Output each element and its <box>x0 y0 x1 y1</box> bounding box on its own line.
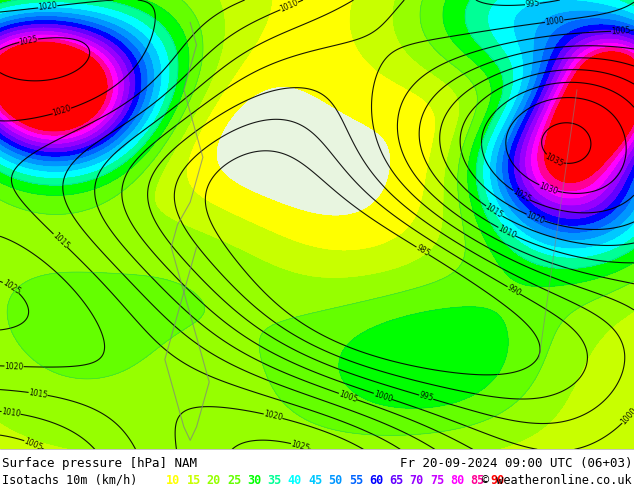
Text: 1015: 1015 <box>50 231 70 250</box>
Text: 1015: 1015 <box>28 388 48 400</box>
Text: 1030: 1030 <box>538 181 559 196</box>
Text: 1000: 1000 <box>619 406 634 426</box>
Text: 1010: 1010 <box>1 407 22 418</box>
Text: 60: 60 <box>369 474 383 487</box>
Text: 985: 985 <box>414 243 431 259</box>
Text: 1010: 1010 <box>278 0 300 14</box>
Text: 80: 80 <box>450 474 464 487</box>
Text: 45: 45 <box>308 474 322 487</box>
Text: 1005: 1005 <box>23 436 44 452</box>
Text: 1015: 1015 <box>484 202 505 220</box>
Text: 1025: 1025 <box>290 439 311 453</box>
Text: 1025: 1025 <box>1 278 22 296</box>
Text: 30: 30 <box>247 474 261 487</box>
Text: 85: 85 <box>470 474 484 487</box>
Text: 995: 995 <box>524 0 540 9</box>
Text: 55: 55 <box>349 474 363 487</box>
Text: 90: 90 <box>491 474 505 487</box>
Text: 70: 70 <box>410 474 424 487</box>
Text: 75: 75 <box>430 474 444 487</box>
Text: 1020: 1020 <box>525 210 546 225</box>
Text: 10: 10 <box>166 474 180 487</box>
Text: 1035: 1035 <box>544 151 565 169</box>
Text: 40: 40 <box>288 474 302 487</box>
Text: Surface pressure [hPa] NAM: Surface pressure [hPa] NAM <box>2 457 197 469</box>
Text: 1010: 1010 <box>496 223 517 240</box>
Text: 1005: 1005 <box>611 26 631 36</box>
Text: 1005: 1005 <box>337 389 359 404</box>
Text: © weatheronline.co.uk: © weatheronline.co.uk <box>482 474 632 487</box>
Text: Fr 20-09-2024 09:00 UTC (06+03): Fr 20-09-2024 09:00 UTC (06+03) <box>399 457 632 469</box>
Text: 50: 50 <box>328 474 342 487</box>
Text: 1000: 1000 <box>545 15 565 27</box>
Text: 20: 20 <box>207 474 221 487</box>
Text: 1020: 1020 <box>4 362 24 371</box>
Text: 995: 995 <box>418 391 434 404</box>
Text: 1020: 1020 <box>37 1 58 12</box>
Text: 15: 15 <box>186 474 200 487</box>
Text: Isotachs 10m (km/h): Isotachs 10m (km/h) <box>2 474 138 487</box>
Text: 25: 25 <box>227 474 241 487</box>
Text: 1000: 1000 <box>372 389 394 404</box>
Text: 1025: 1025 <box>511 187 532 204</box>
Text: 35: 35 <box>268 474 281 487</box>
Text: 1020: 1020 <box>262 410 283 423</box>
Text: 1020: 1020 <box>51 104 72 118</box>
Text: 1025: 1025 <box>18 34 39 47</box>
Text: 65: 65 <box>389 474 403 487</box>
Text: 990: 990 <box>505 283 522 298</box>
